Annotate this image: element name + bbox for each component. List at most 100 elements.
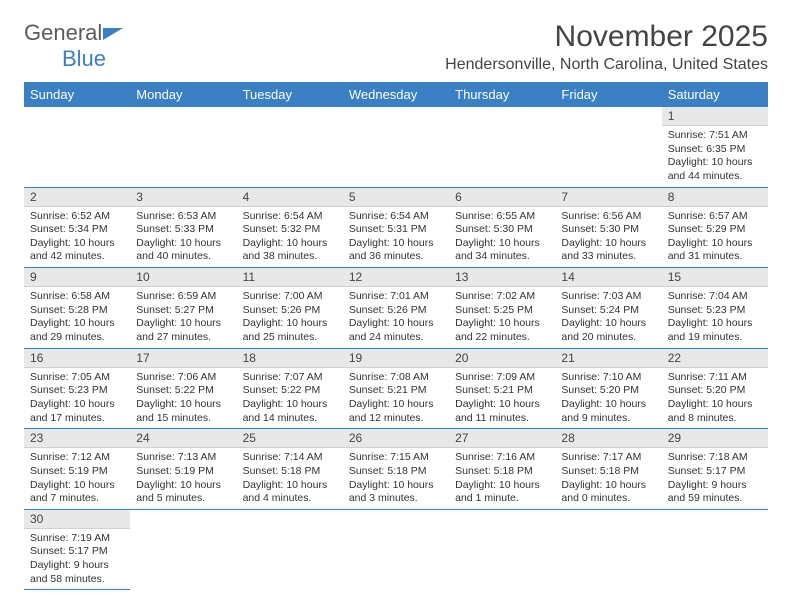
location: Hendersonville, North Carolina, United S… (445, 56, 768, 74)
calendar-cell-empty (555, 509, 661, 590)
daylight-text: Daylight: 10 hours and 19 minutes. (668, 317, 762, 344)
day-number: 11 (237, 268, 343, 287)
sunrise-text: Sunrise: 7:18 AM (668, 451, 762, 465)
day-details: Sunrise: 7:05 AMSunset: 5:23 PMDaylight:… (24, 368, 130, 429)
calendar-row: 1Sunrise: 7:51 AMSunset: 6:35 PMDaylight… (24, 107, 768, 187)
calendar-cell: 5Sunrise: 6:54 AMSunset: 5:31 PMDaylight… (343, 187, 449, 268)
sunset-text: Sunset: 5:24 PM (561, 304, 655, 318)
sunrise-text: Sunrise: 7:00 AM (243, 290, 337, 304)
calendar-cell-empty (237, 509, 343, 590)
calendar-cell-empty (449, 107, 555, 187)
daylight-text: Daylight: 10 hours and 7 minutes. (30, 479, 124, 506)
sunset-text: Sunset: 5:32 PM (243, 223, 337, 237)
calendar-row: 9Sunrise: 6:58 AMSunset: 5:28 PMDaylight… (24, 268, 768, 349)
daylight-text: Daylight: 10 hours and 25 minutes. (243, 317, 337, 344)
calendar-cell-empty (24, 107, 130, 187)
day-details: Sunrise: 7:10 AMSunset: 5:20 PMDaylight:… (555, 368, 661, 429)
day-number: 21 (555, 349, 661, 368)
daylight-text: Daylight: 10 hours and 17 minutes. (30, 398, 124, 425)
sunrise-text: Sunrise: 6:52 AM (30, 210, 124, 224)
day-number: 16 (24, 349, 130, 368)
daylight-text: Daylight: 10 hours and 34 minutes. (455, 237, 549, 264)
sunrise-text: Sunrise: 7:13 AM (136, 451, 230, 465)
day-header: Wednesday (343, 82, 449, 107)
daylight-text: Daylight: 10 hours and 36 minutes. (349, 237, 443, 264)
daylight-text: Daylight: 10 hours and 5 minutes. (136, 479, 230, 506)
daylight-text: Daylight: 10 hours and 8 minutes. (668, 398, 762, 425)
sunset-text: Sunset: 5:26 PM (243, 304, 337, 318)
daylight-text: Daylight: 10 hours and 42 minutes. (30, 237, 124, 264)
day-number: 1 (662, 107, 768, 126)
day-number: 15 (662, 268, 768, 287)
calendar-cell: 20Sunrise: 7:09 AMSunset: 5:21 PMDayligh… (449, 348, 555, 429)
calendar-cell-empty (449, 509, 555, 590)
flag-icon (103, 26, 125, 42)
day-header: Friday (555, 82, 661, 107)
sunrise-text: Sunrise: 7:04 AM (668, 290, 762, 304)
day-header: Sunday (24, 82, 130, 107)
calendar-cell: 19Sunrise: 7:08 AMSunset: 5:21 PMDayligh… (343, 348, 449, 429)
calendar-cell: 23Sunrise: 7:12 AMSunset: 5:19 PMDayligh… (24, 429, 130, 510)
calendar-cell: 11 Sunrise: 7:00 AMSunset: 5:26 PMDayligh… (237, 268, 343, 349)
sunset-text: Sunset: 5:23 PM (30, 384, 124, 398)
day-details: Sunrise: 7:17 AMSunset: 5:18 PMDaylight:… (555, 448, 661, 509)
day-header: Saturday (662, 82, 768, 107)
day-number: 10 (130, 268, 236, 287)
day-number: 13 (449, 268, 555, 287)
sunset-text: Sunset: 5:19 PM (136, 465, 230, 479)
sunset-text: Sunset: 6:35 PM (668, 143, 762, 157)
day-number: 25 (237, 429, 343, 448)
daylight-text: Daylight: 10 hours and 4 minutes. (243, 479, 337, 506)
day-details: Sunrise: 7:03 AMSunset: 5:24 PMDaylight:… (555, 287, 661, 348)
calendar-head: SundayMondayTuesdayWednesdayThursdayFrid… (24, 82, 768, 107)
day-details: Sunrise: 7:09 AMSunset: 5:21 PMDaylight:… (449, 368, 555, 429)
sunrise-text: Sunrise: 7:09 AM (455, 371, 549, 385)
calendar-cell: 16Sunrise: 7:05 AMSunset: 5:23 PMDayligh… (24, 348, 130, 429)
sunset-text: Sunset: 5:25 PM (455, 304, 549, 318)
day-number: 18 (237, 349, 343, 368)
sunset-text: Sunset: 5:29 PM (668, 223, 762, 237)
sunrise-text: Sunrise: 6:58 AM (30, 290, 124, 304)
sunset-text: Sunset: 5:20 PM (561, 384, 655, 398)
day-details: Sunrise: 7:12 AMSunset: 5:19 PMDaylight:… (24, 448, 130, 509)
sunrise-text: Sunrise: 7:08 AM (349, 371, 443, 385)
sunset-text: Sunset: 5:31 PM (349, 223, 443, 237)
day-number: 5 (343, 188, 449, 207)
calendar-cell: 21Sunrise: 7:10 AMSunset: 5:20 PMDayligh… (555, 348, 661, 429)
day-details: Sunrise: 6:55 AMSunset: 5:30 PMDaylight:… (449, 207, 555, 268)
daylight-text: Daylight: 10 hours and 0 minutes. (561, 479, 655, 506)
calendar-cell-empty (130, 509, 236, 590)
sunrise-text: Sunrise: 7:12 AM (30, 451, 124, 465)
daylight-text: Daylight: 10 hours and 27 minutes. (136, 317, 230, 344)
calendar-cell: 6Sunrise: 6:55 AMSunset: 5:30 PMDaylight… (449, 187, 555, 268)
daylight-text: Daylight: 10 hours and 44 minutes. (668, 156, 762, 183)
daylight-text: Daylight: 9 hours and 58 minutes. (30, 559, 124, 586)
calendar-cell: 4Sunrise: 6:54 AMSunset: 5:32 PMDaylight… (237, 187, 343, 268)
calendar-table: SundayMondayTuesdayWednesdayThursdayFrid… (24, 82, 768, 590)
day-number: 14 (555, 268, 661, 287)
sunset-text: Sunset: 5:22 PM (243, 384, 337, 398)
sunset-text: Sunset: 5:17 PM (668, 465, 762, 479)
header: General Blue November 2025 Hendersonvill… (24, 20, 768, 74)
day-number: 17 (130, 349, 236, 368)
day-number: 7 (555, 188, 661, 207)
calendar-cell: 15Sunrise: 7:04 AMSunset: 5:23 PMDayligh… (662, 268, 768, 349)
day-header: Monday (130, 82, 236, 107)
sunrise-text: Sunrise: 7:10 AM (561, 371, 655, 385)
calendar-cell-empty (662, 509, 768, 590)
day-number: 26 (343, 429, 449, 448)
sunset-text: Sunset: 5:17 PM (30, 545, 124, 559)
calendar-cell-empty (237, 107, 343, 187)
calendar-body: 1Sunrise: 7:51 AMSunset: 6:35 PMDaylight… (24, 107, 768, 590)
daylight-text: Daylight: 10 hours and 31 minutes. (668, 237, 762, 264)
sunset-text: Sunset: 5:34 PM (30, 223, 124, 237)
daylight-text: Daylight: 10 hours and 15 minutes. (136, 398, 230, 425)
title-block: November 2025 Hendersonville, North Caro… (445, 20, 768, 74)
calendar-row: 16Sunrise: 7:05 AMSunset: 5:23 PMDayligh… (24, 348, 768, 429)
day-details: Sunrise: 6:56 AMSunset: 5:30 PMDaylight:… (555, 207, 661, 268)
day-details: Sunrise: 7:06 AMSunset: 5:22 PMDaylight:… (130, 368, 236, 429)
sunset-text: Sunset: 5:20 PM (668, 384, 762, 398)
logo-text-2: Blue (62, 46, 106, 71)
sunrise-text: Sunrise: 7:02 AM (455, 290, 549, 304)
calendar-row: 30Sunrise: 7:19 AMSunset: 5:17 PMDayligh… (24, 509, 768, 590)
